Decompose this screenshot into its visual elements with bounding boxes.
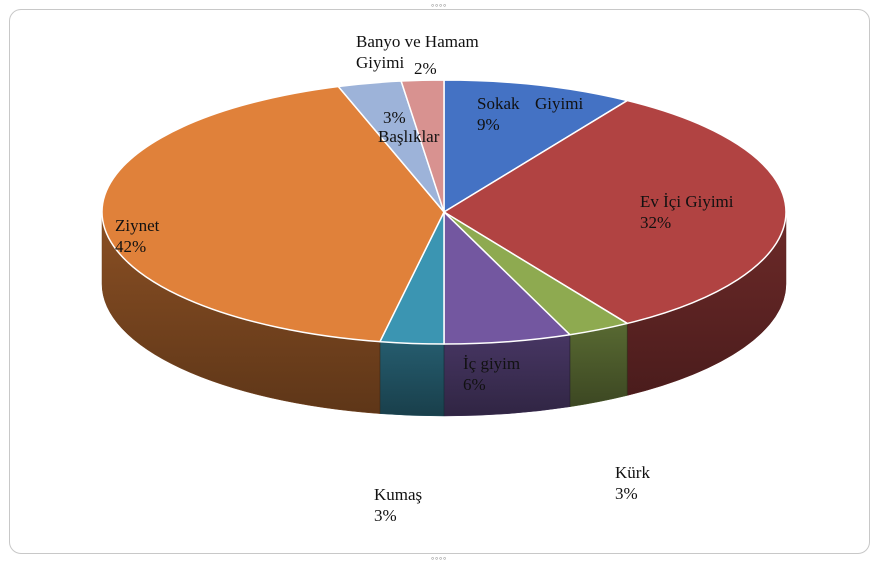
label-value-1: 32% — [640, 213, 671, 232]
pie-slice-7 — [400, 79, 445, 213]
label-name-5: Ziynet — [115, 216, 160, 235]
data-label-7: Banyo ve Hamam Giyimi 2% — [356, 32, 479, 78]
label-value-6: 3% — [383, 108, 406, 127]
resize-handle-top[interactable]: ∘∘∘∘ — [430, 1, 447, 10]
resize-handle-bottom[interactable]: ∘∘∘∘ — [430, 554, 447, 563]
pie-slice-1 — [443, 99, 787, 325]
label-value-2: 3% — [615, 484, 638, 503]
label-name-6: Başlıklar — [378, 127, 440, 146]
data-label-4: Kumaş 3% — [374, 485, 422, 525]
label-value-3: 6% — [463, 375, 486, 394]
label-value-0: 9% — [477, 115, 500, 134]
label-name-3: İç giyim — [463, 354, 520, 373]
data-label-5: Ziynet 42% — [115, 216, 160, 256]
label-name-7-b: Giyimi — [356, 53, 404, 72]
label-name-0: Sokak — [477, 94, 520, 113]
pie-side-2 — [569, 323, 628, 408]
pie-side-4 — [379, 341, 445, 417]
pie-slice-0 — [443, 79, 629, 213]
data-label-1: Ev İçi Giyimi 32% — [640, 192, 734, 232]
pie-side-walls — [101, 211, 787, 417]
label-name-4: Kumaş — [374, 485, 422, 504]
label-name-2: Kürk — [615, 463, 650, 482]
label-name-7: Banyo ve Hamam — [356, 32, 479, 51]
data-label-3: İç giyim 6% — [463, 354, 520, 394]
data-labels: Sokak Giyimi 9% Ev İçi Giyimi 32% Kürk 3% İç gi… — [115, 32, 734, 525]
pie-slice-3 — [443, 211, 571, 345]
data-label-0: Sokak Giyimi 9% — [477, 94, 583, 134]
pie-slice-5 — [101, 85, 445, 343]
label-value-5: 42% — [115, 237, 146, 256]
label-name-0-b: Giyimi — [535, 94, 583, 113]
data-label-6: 3%Başlıklar — [378, 108, 440, 146]
pie-top — [101, 79, 787, 345]
label-value-7: 2% — [414, 59, 437, 78]
label-value-4: 3% — [374, 506, 397, 525]
label-name-1: Ev İçi Giyimi — [640, 192, 734, 211]
data-label-2: Kürk 3% — [615, 463, 650, 503]
